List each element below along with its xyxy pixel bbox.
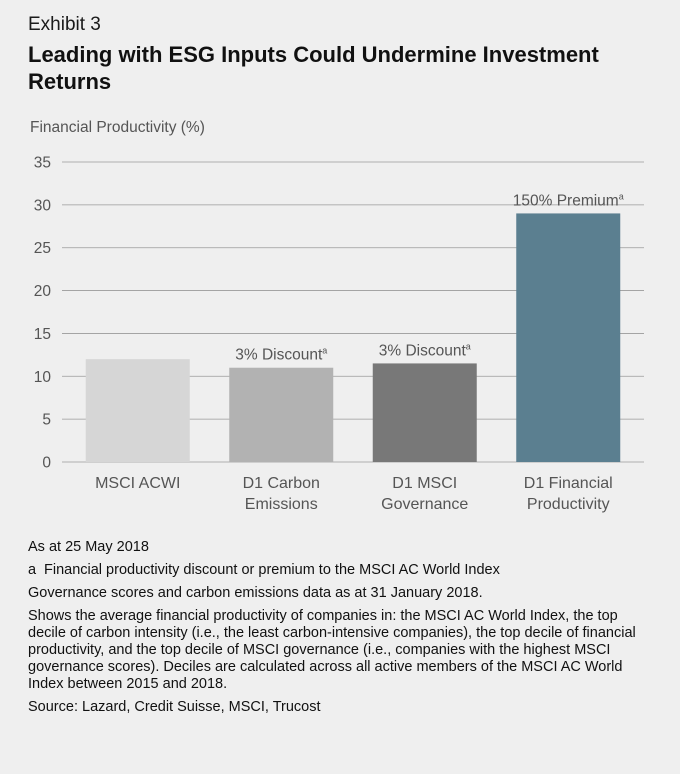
category-label-3-1: Productivity [527,496,610,513]
bar-annotation-1: 3% Discounta [235,346,327,364]
y-tick-5: 5 [42,412,51,429]
y-tick-10: 10 [34,369,52,386]
category-label-2-1: Governance [381,496,468,513]
description-note: Shows the average financial productivity… [28,608,636,692]
category-label-1-1: Emissions [245,496,318,513]
y-tick-labels: 0 5 10 15 20 25 30 35 [34,155,52,472]
footnote-letter: a [28,562,37,578]
chart-title: Leading with ESG Inputs Could Undermine … [28,42,599,94]
category-label-3-0: D1 Financial [524,475,613,492]
y-tick-15: 15 [34,326,51,343]
governance-date-note: Governance scores and carbon emissions d… [28,585,483,601]
bar-annotation-3: 150% Premiuma [513,191,624,209]
bar-annotation-2: 3% Discounta [379,341,471,359]
category-label-2-0: D1 MSCI [392,475,457,492]
category-label-0-0: MSCI ACWI [95,475,180,492]
bars [85,213,621,462]
as-at-note: As at 25 May 2018 [28,539,149,555]
y-tick-35: 35 [34,155,51,172]
category-labels: MSCI ACWI D1 Carbon Emissions D1 MSCI Govern… [95,475,613,513]
y-tick-20: 20 [34,283,52,300]
y-axis-label: Financial Productivity (%) [30,119,205,136]
bar-0 [85,359,190,462]
bar-1 [229,367,334,462]
exhibit-label: Exhibit 3 [28,14,101,35]
bar-annotations: 3% Discounta 3% Discounta 150% Premiuma [235,191,624,363]
source-note: Source: Lazard, Credit Suisse, MSCI, Tru… [28,699,321,715]
y-tick-25: 25 [34,240,51,257]
y-tick-30: 30 [34,197,52,214]
category-label-1-0: D1 Carbon [243,475,320,492]
y-tick-0: 0 [42,455,51,472]
bar-chart: Financial Productivity (%) 0 5 10 15 20 25 30 3… [30,119,644,513]
notes: As at 25 May 2018 a Financial productivit… [28,539,648,722]
footnote: a Financial productivity discount or prem… [28,562,648,579]
bar-2 [372,363,477,462]
footnote-text: Financial productivity discount or premi… [44,562,500,578]
bar-3 [516,213,621,462]
